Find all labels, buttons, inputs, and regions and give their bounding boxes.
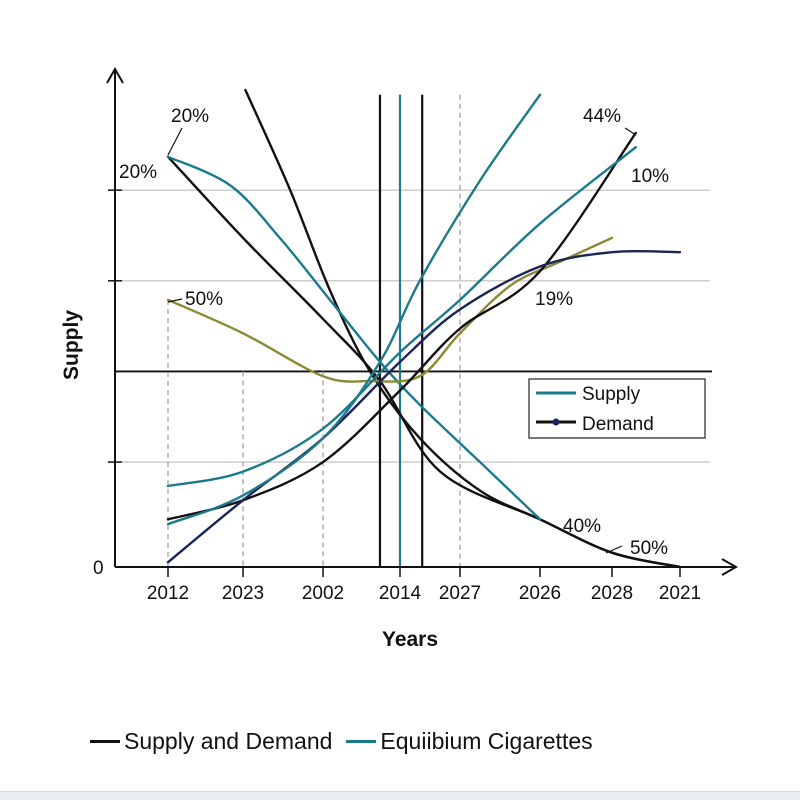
series-line-2 — [166, 155, 542, 521]
series-line-5 — [166, 249, 682, 564]
annotation-leader — [605, 545, 623, 554]
bottom-legend-item: Equiibium Cigarettes — [346, 728, 593, 755]
ticks: 2012 2023 2002 2014 2027 2026 2028 2021 — [108, 189, 701, 604]
series-lines — [166, 88, 682, 569]
x-tick-label: 2002 — [302, 583, 344, 604]
bottom-legend-label: Equiibium Cigarettes — [380, 728, 593, 754]
x-tick-label: 2027 — [439, 583, 481, 604]
dashed-guides — [167, 94, 461, 567]
legend-label-supply: Supply — [582, 384, 641, 405]
series-line-1 — [166, 155, 682, 569]
x-tick-label: 2014 — [379, 583, 422, 604]
x-tick-label: 2028 — [591, 583, 633, 604]
bottom-legend: Supply and Demand Equiibium Cigarettes — [90, 728, 593, 755]
x-tick-label: 2023 — [222, 583, 264, 604]
x-axis-title: Years — [382, 628, 438, 651]
annotations: 20% 20% 50% 44% 10% 19% 40% 50% — [119, 106, 669, 559]
annotation-label: 50% — [630, 538, 668, 559]
x-tick-label: 2012 — [147, 583, 189, 604]
annotation-leader — [167, 298, 183, 303]
y-axis-arrow — [106, 66, 124, 84]
y-tick-label-0: 0 — [93, 558, 104, 579]
annotation-leader — [624, 127, 637, 136]
series-line-7 — [166, 93, 542, 526]
y-axis-title: Supply — [60, 310, 83, 380]
annotation-label: 10% — [631, 166, 669, 187]
legend: Supply Demand — [528, 378, 706, 439]
gridlines — [115, 189, 712, 463]
x-tick-label: 2026 — [519, 583, 561, 604]
bottom-legend-item: Supply and Demand — [90, 728, 332, 755]
x-axis-arrow — [721, 558, 739, 576]
vertical-lines — [378, 94, 424, 567]
annotation-label: 20% — [119, 162, 157, 183]
annotation-label: 50% — [185, 289, 223, 310]
annotation-label: 40% — [563, 516, 601, 537]
annotation-label: 19% — [535, 289, 573, 310]
legend-marker-demand — [552, 418, 560, 426]
annotation-leader — [167, 127, 183, 156]
annotation-label: 20% — [171, 106, 209, 127]
series-line-6 — [166, 146, 637, 488]
footer-bar — [0, 791, 800, 800]
bottom-legend-label: Supply and Demand — [124, 728, 333, 754]
bottom-legend-swatch — [90, 740, 120, 743]
annotation-label: 44% — [583, 106, 621, 127]
legend-label-demand: Demand — [582, 414, 654, 435]
legend-box — [528, 378, 706, 439]
series-line-0 — [244, 88, 682, 569]
bottom-legend-swatch — [346, 740, 377, 743]
axes — [106, 66, 739, 576]
x-tick-label: 2021 — [659, 583, 701, 604]
series-line-4 — [166, 131, 637, 521]
